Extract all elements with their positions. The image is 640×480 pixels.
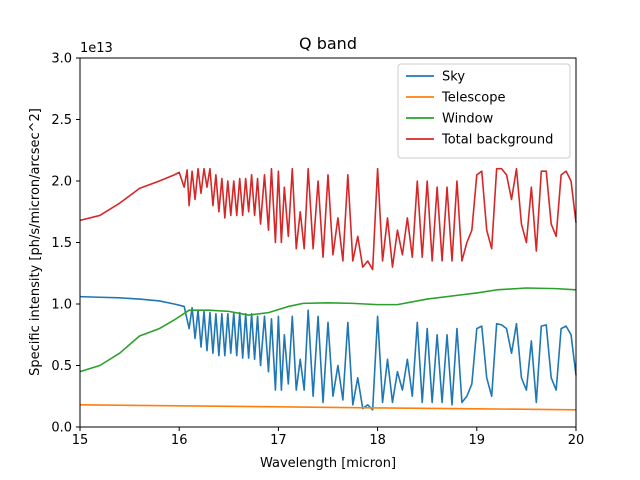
series-layer bbox=[79, 167, 577, 411]
x-axis-title: Wavelength [micron] bbox=[260, 456, 396, 471]
y-tick-label: 1.5 bbox=[51, 236, 72, 251]
x-tick-label: 20 bbox=[568, 433, 585, 448]
series-line-sky bbox=[79, 295, 577, 411]
x-tick-label: 19 bbox=[469, 433, 486, 448]
y-tick-label: 3.0 bbox=[51, 52, 72, 67]
y-tick-label: 0.0 bbox=[51, 421, 72, 436]
chart-title: Q band bbox=[299, 34, 357, 53]
series-line-telescope bbox=[79, 404, 577, 411]
x-axis: 15 16 17 18 19 20 bbox=[72, 427, 585, 448]
x-tick-label: 16 bbox=[171, 433, 188, 448]
y-axis-title: Specific intensity [ph/s/micron/arcsec^2… bbox=[28, 108, 43, 376]
legend: Sky Telescope Window Total background bbox=[397, 63, 571, 159]
y-axis: 0.0 0.5 1.0 1.5 2.0 2.5 3.0 bbox=[51, 52, 80, 436]
y-offset-label: 1e13 bbox=[80, 41, 113, 56]
series-line-total-background bbox=[79, 167, 577, 271]
x-tick-label: 15 bbox=[72, 433, 89, 448]
legend-label: Window bbox=[442, 112, 494, 127]
legend-label: Telescope bbox=[441, 91, 505, 106]
y-tick-label: 1.0 bbox=[51, 298, 72, 313]
y-tick-label: 0.5 bbox=[51, 359, 72, 374]
x-tick-label: 17 bbox=[270, 433, 287, 448]
legend-label: Total background bbox=[441, 133, 553, 148]
y-tick-label: 2.5 bbox=[51, 113, 72, 128]
x-tick-label: 18 bbox=[369, 433, 386, 448]
y-tick-label: 2.0 bbox=[51, 175, 72, 190]
series-line-window bbox=[79, 287, 577, 373]
legend-label: Sky bbox=[442, 70, 465, 85]
legend-box bbox=[397, 63, 571, 159]
